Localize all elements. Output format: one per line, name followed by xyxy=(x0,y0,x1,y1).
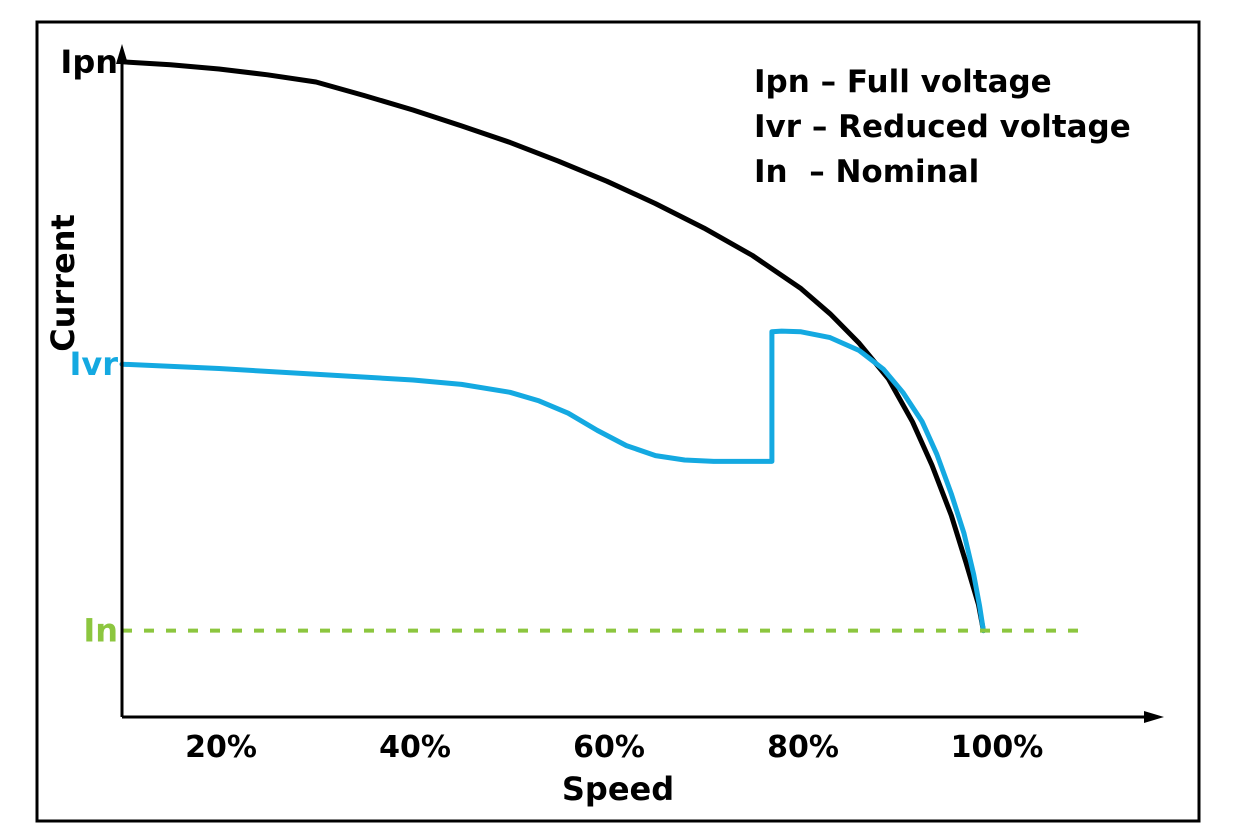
x-tick-label: 60% xyxy=(573,730,645,765)
legend-entry-in: In – Nominal xyxy=(754,154,979,190)
legend-entry-ivr: Ivr – Reduced voltage xyxy=(754,109,1131,145)
x-tick-label: 80% xyxy=(767,730,839,765)
y-axis-arrow xyxy=(116,44,128,64)
y-tick-label-ipn: Ipn xyxy=(60,43,118,81)
x-axis-label: Speed xyxy=(562,770,674,808)
y-axis-label: Current xyxy=(44,214,82,352)
x-axis-arrow xyxy=(1144,711,1164,723)
frame-border xyxy=(35,20,1201,823)
series-line-ivr xyxy=(119,328,986,634)
ticks-layer: 20% 40% 60% 80% 100% Ipn Ivr In xyxy=(60,43,1043,765)
legend-entry-ipn: Ipn – Full voltage xyxy=(754,64,1052,100)
legend: Ipn – Full voltage Ivr – Reduced voltage… xyxy=(754,64,1131,190)
series-line-ipn xyxy=(119,59,986,634)
x-tick-label: 40% xyxy=(379,730,451,765)
x-tick-label: 20% xyxy=(185,730,257,765)
series-layer xyxy=(119,59,1083,634)
y-tick-label-ivr: Ivr xyxy=(69,345,118,383)
y-tick-label-in: In xyxy=(83,612,118,650)
x-tick-label: 100% xyxy=(951,730,1044,765)
